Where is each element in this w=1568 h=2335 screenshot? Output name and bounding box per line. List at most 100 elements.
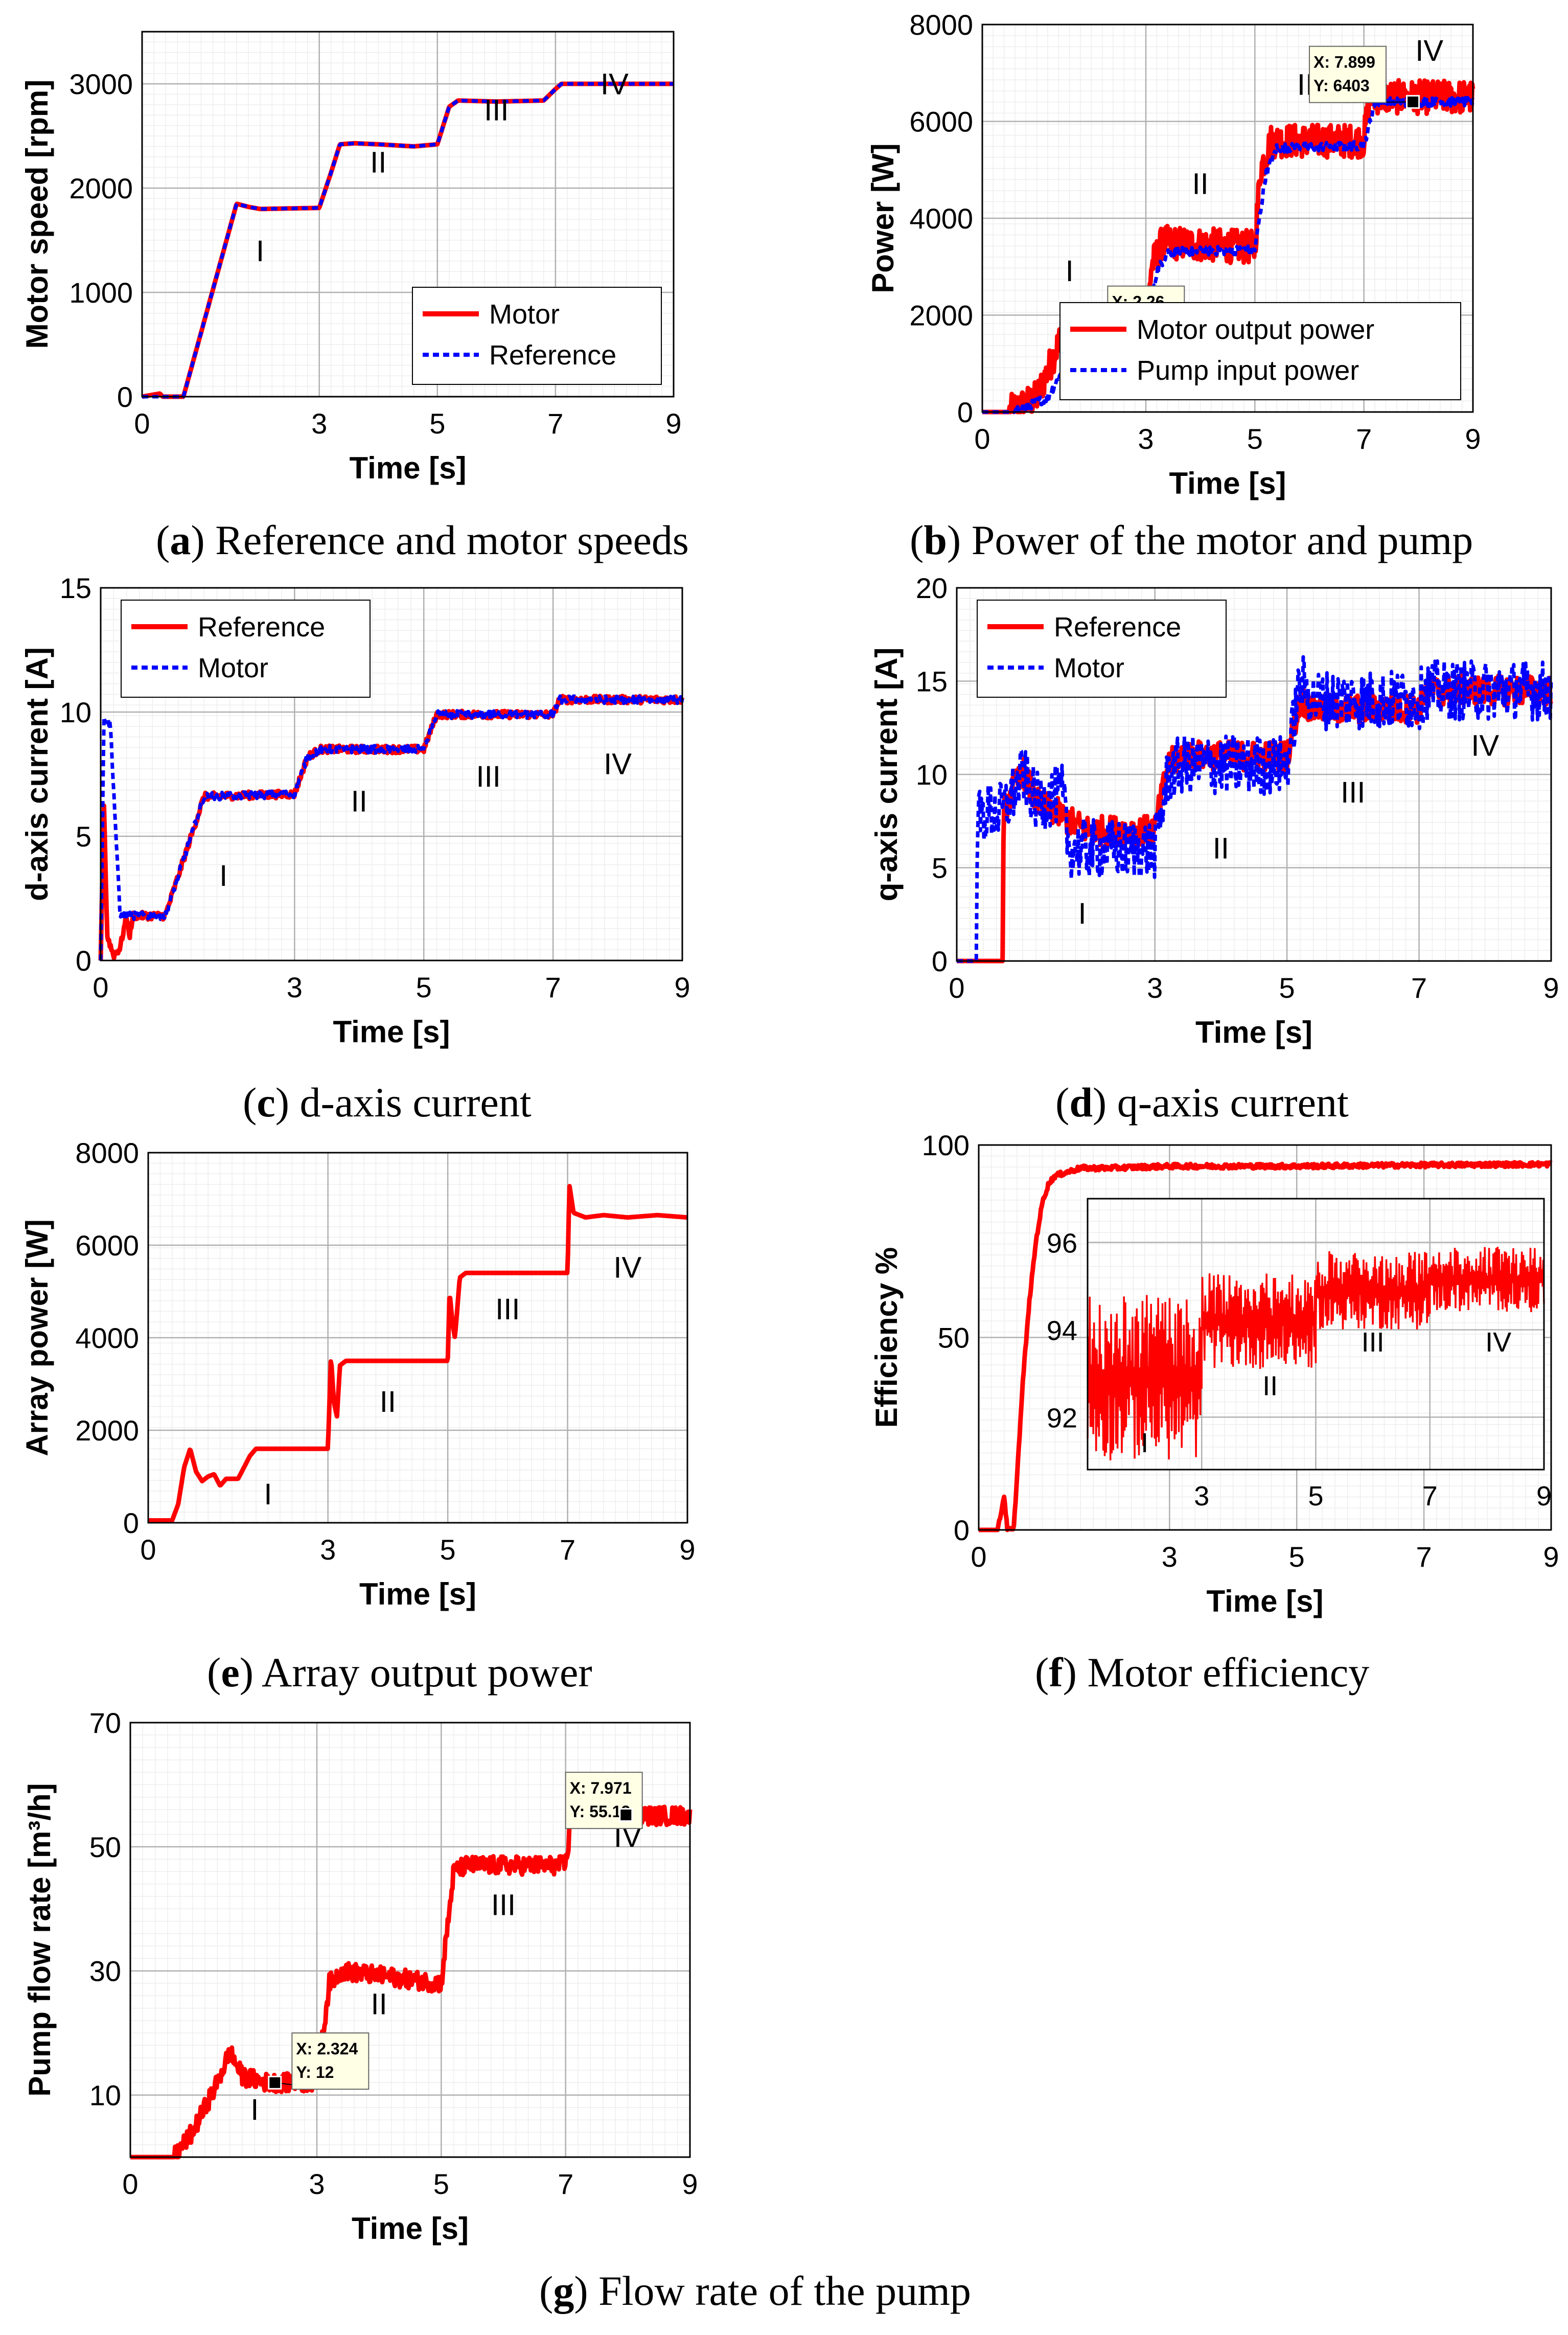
y-tick-label-a-0: 0 [117, 381, 133, 413]
y-tick-label-c-1: 5 [76, 820, 91, 853]
chart-a: 0 3 5 7 9 0 1000 2000 3000 Time [s] Motor speed [r… [20, 31, 682, 485]
caption-d-letter: d [1069, 1079, 1093, 1126]
caption-b: (b) Power of the motor and pump [910, 517, 1473, 563]
x-tick-label-g-1: 3 [309, 2168, 325, 2200]
inset-series-0 [1087, 1247, 1545, 1460]
legend-label-c-1: Motor [198, 653, 268, 683]
caption-a: (a) Reference and motor speeds [156, 517, 689, 563]
y-tick-label-e-0: 0 [123, 1507, 139, 1539]
caption-a-letter: a [170, 517, 191, 563]
legend-label-d-0: Reference [1054, 612, 1181, 643]
inset-y-tick-label-2: 96 [1047, 1228, 1077, 1258]
y-tick-label-c-3: 15 [60, 572, 91, 604]
region-label-b-0: I [1066, 255, 1074, 288]
inset-region-label-0: I [1141, 1428, 1148, 1458]
y-tick-label-d-2: 10 [916, 759, 948, 791]
y-tick-label-c-0: 0 [76, 945, 91, 977]
y-tick-label-b-3: 6000 [909, 106, 973, 138]
x-tick-label-f-2: 5 [1289, 1541, 1305, 1573]
caption-c-text: d-axis current [289, 1079, 532, 1126]
caption-c-letter: c [257, 1079, 275, 1126]
y-axis-label-g: Pump flow rate [m³/h] [22, 1783, 57, 2096]
y-tick-label-d-4: 20 [916, 572, 948, 604]
x-tick-label-g-3: 7 [558, 2168, 573, 2200]
region-label-g-2: III [491, 1888, 516, 1921]
y-axis-label-e: Array power [W] [20, 1219, 54, 1456]
inset-x-tick-label-0: 3 [1194, 1481, 1209, 1512]
x-tick-label-d-3: 7 [1411, 972, 1427, 1004]
y-axis-label-c: d-axis current [A] [20, 647, 54, 901]
region-label-g-1: II [371, 1988, 387, 2021]
x-tick-label-f-4: 9 [1543, 1541, 1559, 1573]
datatip-box-g-0 [291, 2032, 370, 2090]
y-tick-label-b-2: 4000 [909, 202, 973, 235]
region-label-a-3: IV [601, 67, 629, 101]
datatip-marker-b-1 [1406, 95, 1420, 109]
x-tick-label-c-0: 0 [93, 971, 108, 1003]
datatip-g-0: X: 2.324 Y: 12 [268, 2032, 370, 2090]
caption-f-letter: f [1049, 1649, 1063, 1696]
inset-y-tick-label-1: 94 [1047, 1315, 1077, 1346]
caption-e: (e) Array output power [207, 1649, 592, 1696]
y-tick-label-a-2: 2000 [69, 172, 133, 204]
region-label-e-2: III [495, 1293, 520, 1326]
y-tick-label-b-0: 0 [957, 396, 973, 428]
y-tick-label-c-2: 10 [60, 696, 91, 728]
inset-x-tick-label-3: 9 [1536, 1481, 1552, 1512]
axes-box-a [141, 31, 675, 398]
region-label-d-1: II [1213, 832, 1229, 865]
legend-label-b-0: Motor output power [1137, 314, 1374, 345]
y-tick-label-b-4: 8000 [909, 9, 973, 41]
x-tick-label-g-2: 5 [433, 2168, 449, 2200]
region-label-d-2: III [1341, 776, 1365, 809]
datatip-box-b-1 [1309, 45, 1387, 103]
region-label-e-1: II [380, 1385, 396, 1418]
y-tick-label-g-0: 10 [89, 2079, 121, 2112]
region-label-b-3: IV [1415, 34, 1443, 67]
caption-f: (f) Motor efficiency [1035, 1649, 1370, 1696]
region-label-e-3: IV [613, 1251, 641, 1284]
x-tick-label-a-1: 3 [311, 407, 327, 440]
legend-box-a [412, 287, 662, 385]
x-tick-label-b-3: 7 [1356, 423, 1372, 455]
datatip-marker-g-0 [268, 2075, 282, 2090]
caption-f-text: Motor efficiency [1076, 1649, 1370, 1696]
region-label-d-0: I [1078, 897, 1086, 930]
datatip-y-g-0: Y: 12 [296, 2063, 334, 2081]
x-tick-label-e-4: 9 [679, 1533, 695, 1566]
datatip-y-b-1: Y: 6403 [1313, 77, 1370, 95]
inset-x-tick-label-2: 7 [1422, 1481, 1438, 1512]
caption-b-letter: b [924, 517, 947, 563]
datatip-marker-g-1 [619, 1808, 633, 1822]
y-tick-label-e-3: 6000 [75, 1229, 139, 1262]
y-tick-label-g-3: 70 [89, 1707, 121, 1739]
x-axis-label-f: Time [s] [1207, 1584, 1324, 1618]
x-tick-label-d-4: 9 [1543, 972, 1559, 1004]
caption-e-letter: e [221, 1649, 240, 1696]
caption-b-text: Power of the motor and pump [961, 517, 1473, 563]
x-tick-label-b-4: 9 [1465, 423, 1481, 455]
region-label-c-2: III [476, 760, 500, 793]
legend-label-d-1: Motor [1054, 653, 1124, 683]
chart-e: 0 3 5 7 9 0 2000 4000 6000 8000 Time [s] Array powe… [20, 1137, 695, 1611]
inset-region-label-2: III [1362, 1327, 1385, 1358]
y-tick-label-b-1: 2000 [909, 300, 973, 332]
x-tick-label-c-2: 5 [416, 971, 432, 1003]
region-label-b-1: II [1192, 168, 1209, 201]
chart-b: 0 3 5 7 9 0 2000 4000 6000 8000 Time [s] Power [W] I… [866, 9, 1481, 500]
x-tick-label-b-2: 5 [1247, 423, 1263, 455]
y-tick-label-f-0: 0 [954, 1514, 970, 1546]
y-tick-label-f-2: 100 [922, 1129, 970, 1161]
axes-box-g [129, 1722, 691, 2158]
legend-label-c-0: Reference [198, 612, 325, 643]
legend-label-a-1: Reference [489, 340, 616, 371]
y-tick-label-g-2: 50 [89, 1831, 121, 1863]
inset-y-tick-label-0: 92 [1047, 1403, 1077, 1433]
x-tick-label-e-0: 0 [140, 1533, 156, 1566]
x-axis-label-g: Time [s] [352, 2211, 469, 2246]
x-tick-label-a-4: 9 [665, 407, 681, 440]
